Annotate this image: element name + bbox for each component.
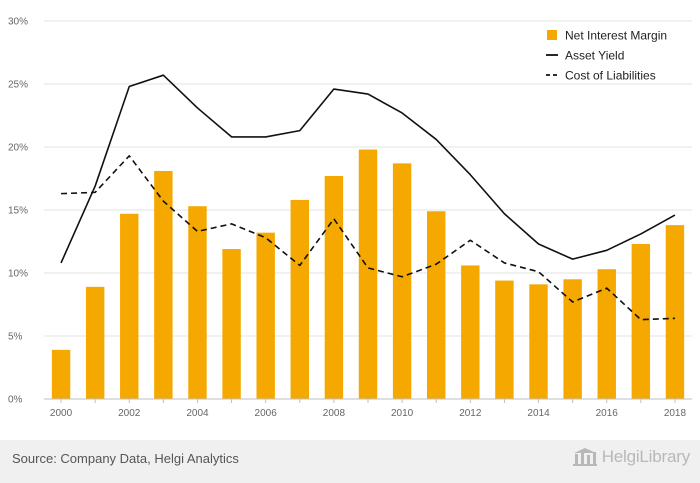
bar-2003 xyxy=(154,170,173,399)
bar-2007 xyxy=(290,199,309,399)
bar-2017 xyxy=(631,244,651,399)
legend-label: Asset Yield xyxy=(565,49,624,63)
bar-2009 xyxy=(358,149,378,399)
x-tick-label: 2012 xyxy=(459,408,482,419)
bar-2004 xyxy=(188,206,207,399)
bar-2010 xyxy=(392,163,412,399)
legend-label: Cost of Liabilities xyxy=(565,69,656,83)
x-tick-label: 2018 xyxy=(664,408,687,419)
bar-2006 xyxy=(256,232,275,399)
bar-2018 xyxy=(665,225,685,399)
line-asset-yield xyxy=(60,74,676,264)
y-tick-label: 25% xyxy=(8,80,28,91)
line-cost-of-liabilities xyxy=(61,155,675,321)
bar-2002 xyxy=(120,213,139,399)
bar-2000 xyxy=(51,349,71,399)
legend-label: Net Interest Margin xyxy=(565,29,667,43)
y-tick-label: 5% xyxy=(8,332,23,343)
x-tick-label: 2010 xyxy=(391,408,414,419)
y-tick-label: 30% xyxy=(8,17,28,28)
y-tick-label: 10% xyxy=(8,269,28,280)
bar-2005 xyxy=(222,249,241,399)
x-tick-label: 2014 xyxy=(527,408,550,419)
y-tick-label: 0% xyxy=(8,395,23,406)
x-tick-label: 2000 xyxy=(50,408,73,419)
x-tick-label: 2002 xyxy=(118,408,141,419)
axes: 0% 5% 10% 15% 20% 25% 30% 2000 2002 2004 2006 2008 2… xyxy=(8,17,692,419)
bar-2012 xyxy=(461,265,480,399)
source-note: Source: Company Data, Helgi Analytics xyxy=(12,451,239,466)
bar-2016 xyxy=(597,269,616,399)
legend-swatch-net-interest-margin xyxy=(547,30,557,40)
bar-2013 xyxy=(495,280,514,399)
bar-2015 xyxy=(563,279,582,399)
brand-name: HelgiLibrary xyxy=(601,447,691,466)
bar-2014 xyxy=(529,284,548,399)
x-tick-label: 2004 xyxy=(186,408,209,419)
line-series xyxy=(60,74,676,321)
bar-2001 xyxy=(85,286,105,399)
legend: Net Interest Margin Asset Yield Cost of Li… xyxy=(546,29,667,83)
y-tick-label: 20% xyxy=(8,143,28,154)
bar-2011 xyxy=(427,211,446,399)
y-tick-label: 15% xyxy=(8,206,28,217)
x-tick-label: 2008 xyxy=(323,408,346,419)
x-tick-label: 2016 xyxy=(596,408,619,419)
bar-series xyxy=(51,149,685,399)
library-columns-icon xyxy=(572,448,597,466)
brand-logo: HelgiLibrary xyxy=(572,447,690,467)
x-tick-label: 2006 xyxy=(255,408,278,419)
bar-2008 xyxy=(324,175,344,399)
